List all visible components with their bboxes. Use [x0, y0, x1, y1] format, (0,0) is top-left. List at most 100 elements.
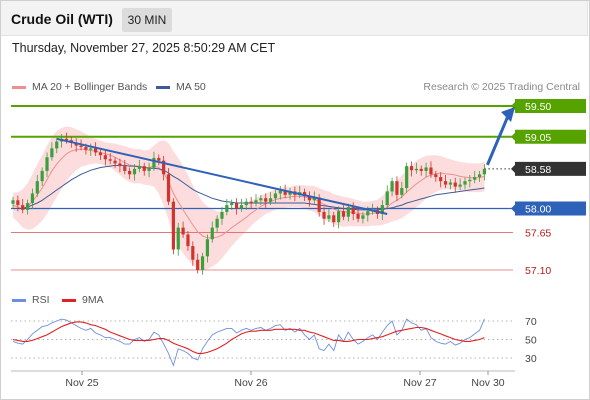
candle-body [337, 211, 341, 223]
projection-arrow-shaft [486, 115, 510, 166]
timeframe-badge[interactable]: 30 MIN [122, 8, 172, 32]
candle-body [239, 205, 244, 209]
legend-ma20: MA 20 + Bollinger Bands [12, 81, 147, 93]
candle-body [317, 197, 321, 212]
legend-rsi-ma: 9MA [62, 294, 104, 306]
candle-body [11, 200, 15, 204]
level-pointer [511, 164, 515, 173]
rsi-ma-swatch [62, 298, 76, 302]
level-label-57-10: 57.10 [525, 265, 551, 277]
candle-body [409, 166, 414, 171]
candle-body [220, 211, 224, 219]
candle-body [390, 181, 394, 192]
candle-body [249, 201, 253, 204]
ma20-swatch [12, 85, 26, 89]
level-label-58-58: 58.58 [525, 164, 551, 176]
candle-body [468, 179, 472, 182]
candle-body [288, 191, 292, 195]
candle-body [234, 203, 239, 209]
candle-body [89, 148, 93, 150]
candle-body [385, 191, 389, 206]
candle-body [166, 174, 171, 202]
candle-body [25, 203, 30, 210]
candle-body [157, 157, 161, 161]
rsi-ma-line [12, 321, 485, 354]
candle-body [424, 167, 428, 171]
candle-body [351, 207, 355, 214]
candle-body [244, 201, 248, 206]
x-tick-label: Nov 26 [234, 377, 267, 389]
level-label-58-00: 58.00 [525, 204, 551, 216]
candle-body [414, 168, 418, 171]
chart-header: Crude Oil (WTI) 30 MIN [0, 0, 588, 36]
candle-body [463, 181, 467, 185]
candle-body [477, 174, 482, 178]
candle-body [162, 160, 166, 175]
candles-group [11, 132, 487, 275]
level-pointer [511, 132, 515, 141]
candle-body [448, 182, 452, 185]
candle-body [439, 177, 443, 182]
candle-body [458, 184, 462, 187]
candle-body [429, 167, 433, 175]
candle-body [443, 181, 448, 185]
ma50-legend-label: MA 50 [176, 81, 206, 93]
ma50-swatch [156, 85, 170, 89]
candle-body [30, 193, 35, 204]
instrument-title: Crude Oil (WTI) [11, 11, 113, 27]
candle-body [35, 181, 39, 194]
candle-body [264, 198, 268, 202]
candle-body [103, 155, 107, 160]
candle-body [395, 181, 399, 195]
candle-body [74, 142, 78, 146]
level-pointer [511, 204, 515, 213]
candle-body [45, 157, 49, 171]
candle-body [210, 227, 214, 240]
candle-body [50, 148, 54, 158]
x-tick-label: Nov 30 [471, 377, 504, 389]
candle-body [322, 211, 326, 219]
x-tick-label: Nov 25 [65, 377, 98, 389]
candle-body [16, 200, 20, 206]
candle-body [366, 211, 370, 216]
candle-body [108, 159, 112, 161]
candle-body [312, 197, 316, 201]
rsi-level-label-70: 70 [525, 316, 537, 328]
candle-body [356, 213, 360, 219]
candle-body [147, 167, 151, 171]
candle-body [278, 190, 282, 194]
candle-body [118, 163, 122, 167]
candle-body [482, 168, 487, 175]
projection-arrow-head [501, 107, 515, 122]
candle-body [186, 234, 190, 247]
level-tag-58-58 [515, 161, 586, 176]
candle-body [196, 259, 200, 270]
level-label-59-50: 59.50 [525, 101, 551, 113]
candle-body [225, 205, 229, 212]
ma50-line [13, 164, 485, 211]
candle-body [171, 201, 175, 250]
candle-body [268, 198, 273, 202]
ma20-legend-label: MA 20 + Bollinger Bands [32, 81, 148, 93]
candle-body [346, 207, 350, 217]
candle-body [254, 200, 258, 204]
candle-body [361, 215, 365, 219]
candle-body [473, 177, 477, 180]
candle-body [84, 147, 88, 150]
candle-body [400, 188, 404, 195]
rsi-ma-legend-label: 9MA [82, 294, 104, 306]
level-label-57-65: 57.65 [525, 227, 551, 239]
candle-body [434, 174, 438, 178]
candle-body [98, 152, 103, 156]
candle-body [55, 141, 59, 149]
candle-body [259, 198, 263, 201]
candle-body [273, 193, 278, 199]
candle-body [79, 145, 83, 147]
candle-body [200, 256, 205, 270]
candle-body [341, 211, 346, 217]
candle-body [205, 239, 209, 257]
candle-body [419, 168, 423, 171]
candle-body [132, 168, 137, 175]
candle-body [380, 205, 384, 214]
